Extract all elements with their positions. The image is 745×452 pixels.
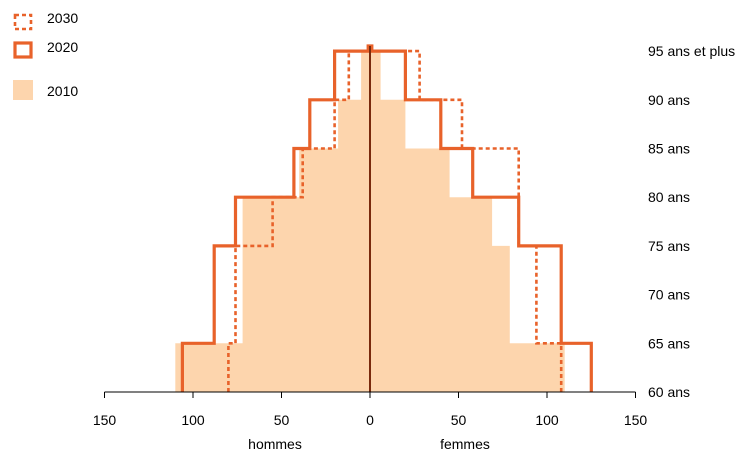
axis-title-left: hommes bbox=[248, 436, 302, 452]
x-tick-label: 100 bbox=[181, 412, 205, 428]
age-label: 60 ans bbox=[648, 384, 690, 400]
age-label: 80 ans bbox=[648, 189, 690, 205]
x-tick-label: 50 bbox=[451, 412, 467, 428]
legend: 2030 2020 2010 bbox=[13, 10, 78, 100]
age-label: 95 ans et plus bbox=[648, 43, 735, 59]
age-label: 75 ans bbox=[648, 238, 690, 254]
age-label: 90 ans bbox=[648, 92, 690, 108]
age-label: 65 ans bbox=[648, 335, 690, 351]
age-label: 85 ans bbox=[648, 141, 690, 157]
legend-item-2020: 2020 bbox=[13, 39, 78, 59]
legend-item-2010: 2010 bbox=[13, 80, 78, 100]
series-2020-line-femmes bbox=[370, 44, 593, 392]
x-tick-label: 0 bbox=[366, 412, 374, 428]
legend-swatch-2030 bbox=[13, 13, 33, 31]
age-label: 70 ans bbox=[648, 287, 690, 303]
legend-label-2010: 2010 bbox=[47, 83, 78, 99]
series-2020-line-hommes bbox=[180, 44, 370, 392]
legend-label-2020: 2020 bbox=[47, 39, 78, 55]
axis-title-right: femmes bbox=[440, 436, 490, 452]
x-tick-label: 150 bbox=[93, 412, 117, 428]
legend-label-2030: 2030 bbox=[47, 10, 78, 26]
legend-swatch-2020 bbox=[13, 41, 33, 59]
x-tick-label: 100 bbox=[535, 412, 559, 428]
x-tick-label: 150 bbox=[624, 412, 648, 428]
legend-swatch-2010 bbox=[13, 80, 33, 100]
x-tick-label: 50 bbox=[274, 412, 290, 428]
legend-item-2030: 2030 bbox=[13, 10, 78, 31]
